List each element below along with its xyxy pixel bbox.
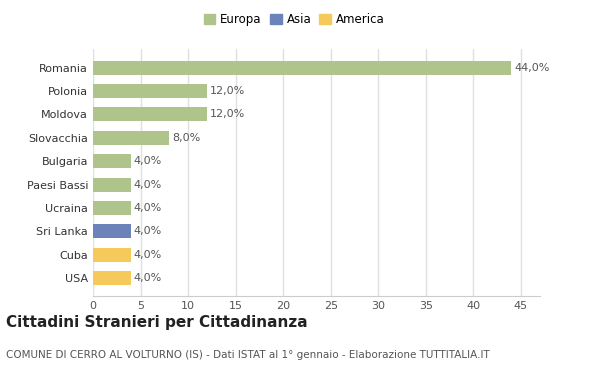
Text: Cittadini Stranieri per Cittadinanza: Cittadini Stranieri per Cittadinanza [6, 315, 308, 330]
Text: COMUNE DI CERRO AL VOLTURNO (IS) - Dati ISTAT al 1° gennaio - Elaborazione TUTTI: COMUNE DI CERRO AL VOLTURNO (IS) - Dati … [6, 350, 490, 359]
Text: 4,0%: 4,0% [134, 203, 162, 213]
Text: 4,0%: 4,0% [134, 273, 162, 283]
Legend: Europa, Asia, America: Europa, Asia, America [201, 11, 387, 28]
Bar [93, 61, 511, 74]
Text: 4,0%: 4,0% [134, 226, 162, 236]
Bar [93, 224, 131, 238]
Text: 12,0%: 12,0% [210, 86, 245, 96]
Text: 12,0%: 12,0% [210, 109, 245, 119]
Text: 4,0%: 4,0% [134, 156, 162, 166]
Bar [93, 201, 131, 215]
Bar [93, 84, 207, 98]
Bar [93, 177, 131, 192]
Text: 4,0%: 4,0% [134, 180, 162, 190]
Bar [93, 108, 207, 122]
Bar [93, 154, 131, 168]
Bar [93, 271, 131, 285]
Bar [93, 248, 131, 262]
Bar [93, 131, 169, 145]
Text: 8,0%: 8,0% [172, 133, 200, 143]
Text: 4,0%: 4,0% [134, 250, 162, 260]
Text: 44,0%: 44,0% [514, 63, 550, 73]
